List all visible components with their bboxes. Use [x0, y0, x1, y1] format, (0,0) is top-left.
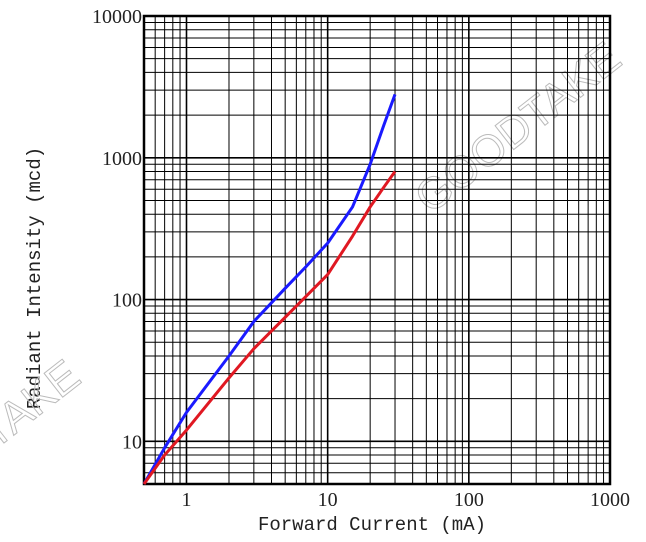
y-tick-label: 1000	[102, 148, 142, 170]
x-tick-label: 1000	[590, 489, 630, 511]
y-axis-label: Radiant Intensity (mcd)	[24, 147, 46, 409]
line-series	[142, 170, 397, 485]
x-tick-label: 10	[318, 489, 338, 511]
watermark: TAKE	[0, 351, 89, 458]
y-tick-label: 10000	[92, 6, 142, 28]
line-series	[142, 93, 397, 485]
plot-frame	[142, 14, 612, 486]
y-tick-label: 100	[112, 290, 142, 312]
x-tick-label: 100	[454, 489, 484, 511]
x-axis-label: Forward Current (mA)	[258, 514, 486, 536]
x-tick-label: 1	[181, 489, 191, 511]
y-tick-label: 10	[122, 431, 142, 453]
